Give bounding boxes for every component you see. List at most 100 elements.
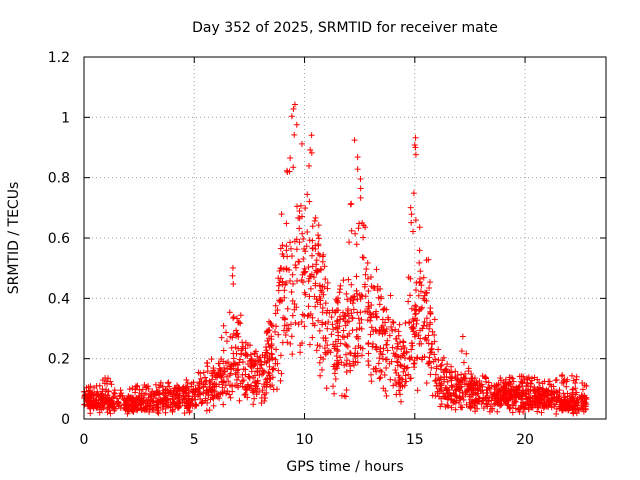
data-point: [417, 327, 424, 334]
data-point: [226, 309, 233, 316]
data-point: [169, 401, 176, 408]
data-point: [469, 385, 476, 392]
data-point: [346, 239, 353, 246]
data-point: [243, 384, 250, 391]
y-tick-label: 1: [61, 110, 70, 126]
data-point: [144, 405, 151, 412]
data-point: [322, 276, 329, 283]
data-point: [460, 396, 467, 403]
data-point: [373, 266, 380, 273]
data-point: [324, 279, 331, 286]
data-point: [390, 350, 397, 357]
data-point: [291, 301, 298, 308]
data-point: [534, 408, 541, 415]
data-point: [382, 319, 389, 326]
data-point: [368, 371, 375, 378]
data-point: [538, 409, 545, 416]
data-point: [298, 277, 305, 284]
data-point: [412, 217, 419, 224]
data-point: [429, 392, 436, 399]
data-point: [317, 372, 324, 379]
data-point: [463, 350, 470, 357]
data-point: [377, 367, 384, 374]
data-point: [146, 409, 153, 416]
data-point: [126, 386, 133, 393]
data-point: [274, 306, 281, 313]
data-point: [365, 305, 372, 312]
data-point: [300, 235, 307, 242]
data-point: [332, 366, 339, 373]
data-point: [335, 336, 342, 343]
data-point: [560, 390, 567, 397]
data-point: [429, 341, 436, 348]
data-point: [229, 382, 236, 389]
data-point: [447, 396, 454, 403]
data-point: [107, 410, 114, 417]
data-point: [288, 333, 295, 340]
data-point: [388, 323, 395, 330]
data-point: [397, 361, 404, 368]
data-point: [368, 378, 375, 385]
data-point: [569, 389, 576, 396]
data-point: [296, 239, 303, 246]
data-point: [568, 405, 575, 412]
data-point: [312, 246, 319, 253]
data-point: [324, 307, 331, 314]
data-point: [198, 379, 205, 386]
data-point: [355, 225, 362, 232]
data-point: [220, 358, 227, 365]
data-point: [573, 397, 580, 404]
data-point: [420, 295, 427, 302]
data-point: [210, 402, 217, 409]
data-point: [322, 351, 329, 358]
data-point: [407, 204, 414, 211]
data-point: [124, 395, 131, 402]
data-point: [365, 358, 372, 365]
data-point: [546, 381, 553, 388]
data-point: [300, 255, 307, 262]
data-point: [287, 155, 294, 162]
data-point: [315, 235, 322, 242]
data-point: [383, 341, 390, 348]
data-point: [534, 376, 541, 383]
data-point: [264, 350, 271, 357]
data-point: [290, 280, 297, 287]
data-point: [339, 333, 346, 340]
data-point: [536, 379, 543, 386]
data-point: [382, 387, 389, 394]
data-point: [244, 353, 251, 360]
data-point: [340, 315, 347, 322]
data-point: [165, 379, 172, 386]
data-point: [340, 277, 347, 284]
data-point: [250, 401, 257, 408]
data-point: [238, 351, 245, 358]
data-point: [293, 264, 300, 271]
data-point: [369, 343, 376, 350]
data-point: [405, 371, 412, 378]
data-point: [185, 393, 192, 400]
data-point: [411, 360, 418, 367]
data-point: [414, 387, 421, 394]
data-point: [258, 362, 265, 369]
data-point: [502, 391, 509, 398]
data-point: [334, 348, 341, 355]
data-point: [86, 388, 93, 395]
data-point: [364, 259, 371, 266]
data-point: [87, 383, 94, 390]
data-point: [278, 211, 285, 218]
data-point: [197, 370, 204, 377]
data-point: [342, 393, 349, 400]
data-point: [368, 283, 375, 290]
data-point: [333, 352, 340, 359]
data-point: [465, 368, 472, 375]
data-point: [374, 287, 381, 294]
data-point: [209, 376, 216, 383]
data-point: [138, 406, 145, 413]
data-point: [298, 318, 305, 325]
data-point: [426, 284, 433, 291]
data-point: [364, 275, 371, 282]
data-point: [294, 277, 301, 284]
data-point: [324, 285, 331, 292]
data-point: [410, 228, 417, 235]
data-point: [506, 378, 513, 385]
